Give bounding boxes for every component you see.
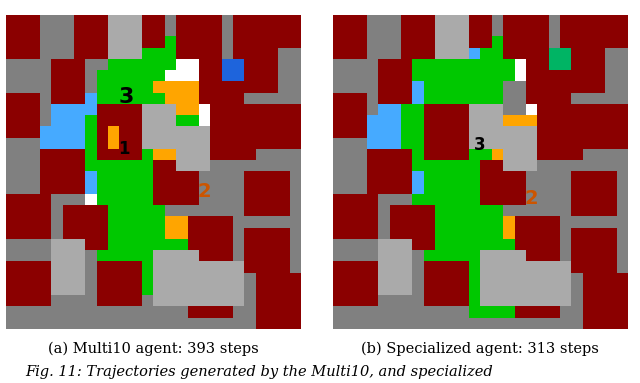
Text: 2: 2 xyxy=(524,189,538,208)
Text: Fig. 11: Trajectories generated by the Multi10, and specialized: Fig. 11: Trajectories generated by the M… xyxy=(26,365,493,378)
Text: 2: 2 xyxy=(198,182,211,201)
Text: 3: 3 xyxy=(474,136,486,154)
Text: (b) Specialized agent: 313 steps: (b) Specialized agent: 313 steps xyxy=(361,341,599,356)
Text: 3: 3 xyxy=(118,87,134,107)
Text: 1: 1 xyxy=(118,139,130,157)
Text: (a) Multi10 agent: 393 steps: (a) Multi10 agent: 393 steps xyxy=(48,341,259,356)
